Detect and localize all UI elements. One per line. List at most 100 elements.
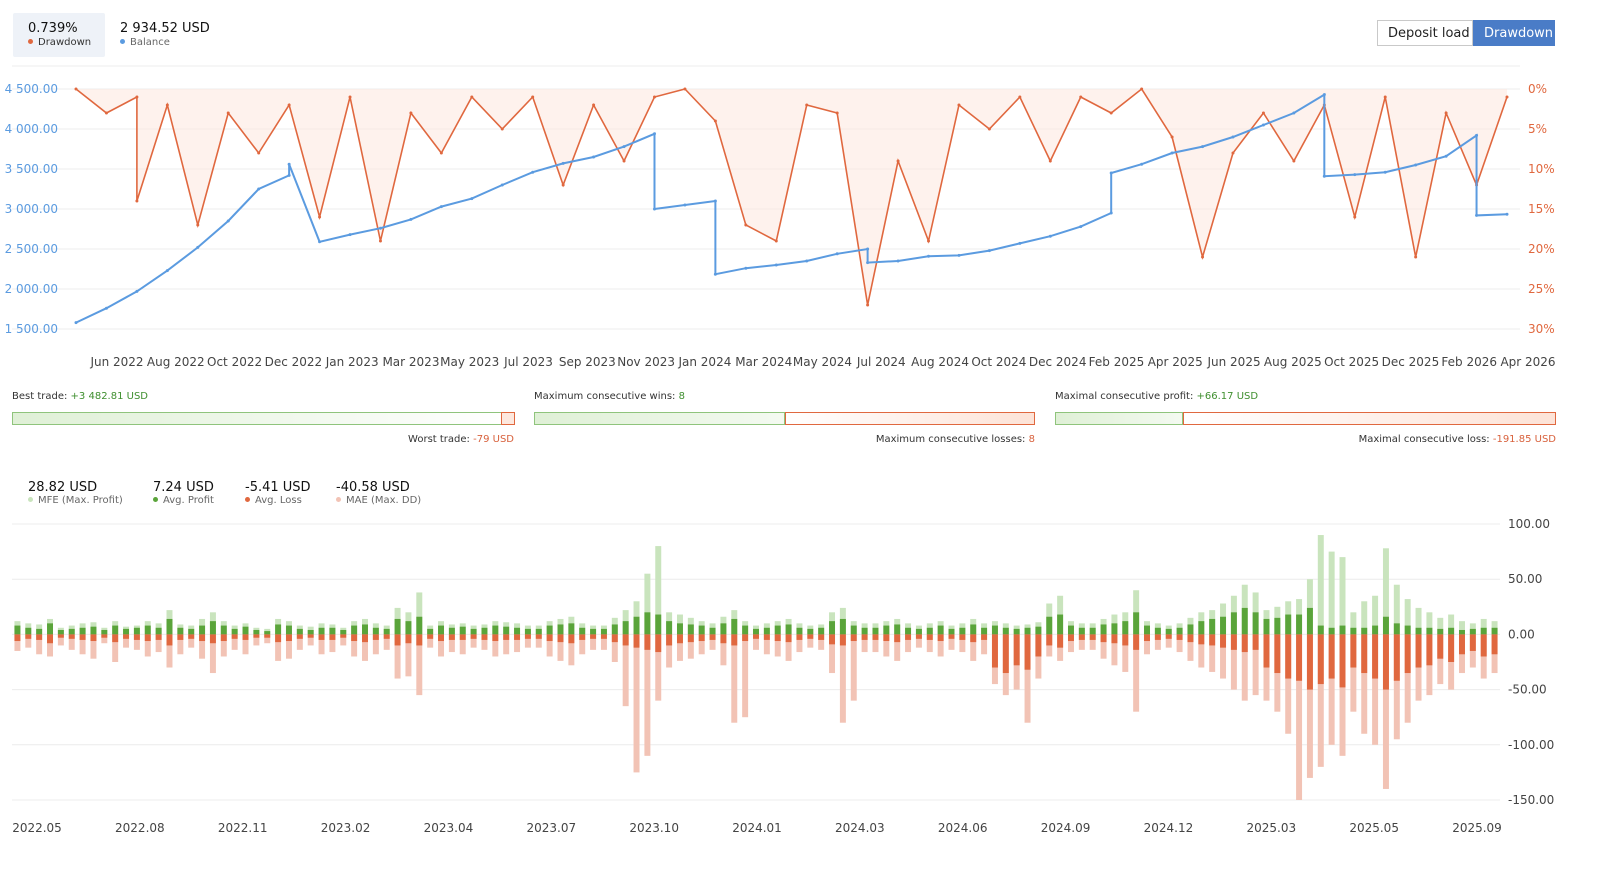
avg-loss-bar <box>753 634 759 638</box>
avg-loss-bar <box>612 634 618 642</box>
avg-profit-bar <box>1111 623 1117 634</box>
drawdown-legend: Drawdown <box>28 37 91 48</box>
avg-profit-bar <box>14 626 20 635</box>
avg-loss-bar <box>720 634 726 643</box>
balance-point <box>501 184 504 187</box>
x-tick-label: 2023.07 <box>526 821 576 835</box>
avg-profit-bar <box>1035 627 1041 635</box>
avg-profit-bar <box>829 621 835 634</box>
balance-point <box>836 252 839 255</box>
balance-point <box>1079 225 1082 228</box>
x-tick-label: 2025.05 <box>1349 821 1399 835</box>
drawdown-point <box>1079 96 1082 99</box>
avg-profit-bar <box>851 626 857 635</box>
avg-profit-bar <box>1177 628 1183 635</box>
avg-profit-bar <box>872 628 878 635</box>
balance-point <box>1049 235 1052 238</box>
avg-profit-bar <box>188 629 194 635</box>
avg-loss-bar <box>460 634 466 640</box>
balance-point <box>75 321 78 324</box>
avg-profit-bar <box>297 629 303 635</box>
avg-loss-bar <box>438 634 444 641</box>
avg-loss-bar <box>90 634 96 641</box>
x-tick-label: 2023.04 <box>424 821 474 835</box>
balance-point <box>957 254 960 257</box>
x-tick-label: Jan 2023 <box>325 355 379 369</box>
x-tick-label: Feb 2026 <box>1441 355 1497 369</box>
x-tick-label: Feb 2025 <box>1089 355 1145 369</box>
avg-profit-bar <box>1492 628 1498 635</box>
avg-profit-bar <box>775 626 781 635</box>
drawdown-label: Drawdown <box>38 37 91 48</box>
avg-loss-bar <box>1231 634 1237 649</box>
avg-profit-bar <box>568 623 574 634</box>
balance-point <box>927 255 930 258</box>
drawdown-point <box>653 96 656 99</box>
balance-point <box>1201 145 1204 148</box>
avg-loss-bar <box>188 634 194 638</box>
balance-point <box>683 204 686 207</box>
x-tick-label: Oct 2025 <box>1324 355 1379 369</box>
max-consec-wins-stat: Maximum consecutive wins: 8 <box>534 391 685 402</box>
x-tick-label: Aug 2024 <box>911 355 969 369</box>
avg-profit-bar <box>1220 617 1226 635</box>
avg-profit-bar <box>1198 621 1204 634</box>
avg-profit-bar <box>1187 624 1193 634</box>
avg-loss-bar <box>525 634 531 638</box>
avg-profit-bar <box>1057 615 1063 635</box>
drawdown-button[interactable]: Drawdown <box>1473 20 1555 46</box>
avg-loss-bar <box>1405 634 1411 673</box>
avg-profit-bar <box>319 628 325 635</box>
drawdown-point <box>562 184 565 187</box>
avg-loss-bar <box>232 634 238 638</box>
max-consec-loss-stat: Maximal consecutive loss: -191.85 USD <box>1359 434 1556 445</box>
x-tick-label: Apr 2026 <box>1500 355 1555 369</box>
avg-profit-bar <box>112 626 118 635</box>
avg-loss-bar <box>1481 634 1487 656</box>
best-trade-fill <box>13 413 503 424</box>
avg-loss-bar <box>927 634 933 640</box>
x-tick-label: 2023.10 <box>629 821 679 835</box>
avg-loss-bar <box>807 634 813 638</box>
avg-profit-bar <box>1437 629 1443 635</box>
avg-loss-bar <box>1025 634 1031 669</box>
avg-profit-bar <box>90 627 96 635</box>
avg-profit-bar <box>818 628 824 635</box>
mfe-bar <box>1329 552 1335 635</box>
avg-profit-bar <box>1470 629 1476 635</box>
mae-label: MAE (Max. DD) <box>346 495 421 506</box>
avg-profit-bar <box>145 626 151 635</box>
balance-point <box>288 174 291 177</box>
avg-loss-bar <box>731 634 737 645</box>
avg-profit-bar <box>264 631 270 634</box>
balance-point <box>1323 175 1326 178</box>
deposit-load-button[interactable]: Deposit load <box>1377 20 1473 46</box>
avg-profit-bar <box>232 629 238 635</box>
avg-loss-bar <box>1285 634 1291 678</box>
avg-loss-bar <box>688 634 694 642</box>
avg-profit-bar <box>243 627 249 635</box>
drawdown-point <box>623 160 626 163</box>
x-tick-label: Jun 2022 <box>89 355 143 369</box>
x-tick-label: Dec 2024 <box>1029 355 1087 369</box>
x-tick-label: 2024.09 <box>1041 821 1091 835</box>
avg-loss-bar <box>308 634 314 637</box>
balance-point <box>1353 173 1356 176</box>
avg-profit-bar <box>1307 608 1313 634</box>
drawdown-point <box>288 104 291 107</box>
avg-loss-dot-icon <box>245 497 250 502</box>
mfe-value: 28.82 USD <box>28 480 97 495</box>
drawdown-point <box>1353 216 1356 219</box>
avg-loss-legend: Avg. Loss <box>245 495 302 506</box>
avg-profit-bar <box>1003 628 1009 635</box>
avg-profit-bar <box>123 629 129 635</box>
balance-point <box>135 290 138 293</box>
y-left-tick-label: 3 000.00 <box>5 202 58 216</box>
drawdown-point <box>227 112 230 115</box>
avg-loss-bar <box>655 634 661 652</box>
balance-point <box>105 307 108 310</box>
avg-loss-bar <box>1198 634 1204 644</box>
avg-profit-bar <box>1133 612 1139 634</box>
avg-loss-bar <box>1177 634 1183 640</box>
avg-loss-bar <box>775 634 781 641</box>
